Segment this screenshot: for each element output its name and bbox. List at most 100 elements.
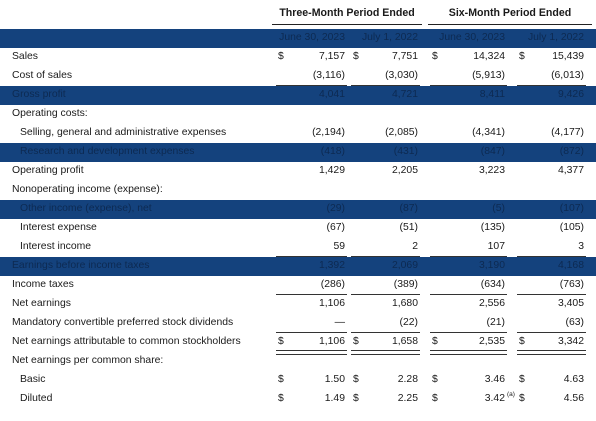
table-row: Operating profit 1,429 2,205 3,223 4,377 (0, 162, 596, 181)
value-cell: 2,535 (478, 336, 505, 347)
dollar-sign: $ (519, 51, 525, 62)
value-cell: 4.56 (563, 393, 584, 404)
table-row: Gross profit 4,041 4,721 8,411 9,426 (0, 86, 596, 105)
underline (351, 294, 420, 295)
row-label: Income taxes (12, 279, 74, 290)
table-row: Research and development expenses (418) (4… (0, 143, 596, 162)
underline (351, 256, 420, 257)
dollar-sign: $ (278, 374, 284, 385)
column-header: June 30, 2023 (279, 32, 345, 43)
value-cell: 1.50 (324, 374, 345, 385)
row-label: Operating profit (12, 165, 84, 176)
value-cell: 1,392 (318, 260, 345, 271)
table-row: Selling, general and administrative expe… (0, 124, 596, 143)
value-cell: 1,680 (391, 298, 418, 309)
value-cell: 8,411 (479, 89, 505, 100)
value-cell: 3.46 (484, 374, 505, 385)
dollar-sign: $ (432, 374, 438, 385)
value-cell: (87) (399, 203, 418, 214)
column-header: June 30, 2023 (439, 32, 505, 43)
row-label: Diluted (20, 393, 53, 404)
double-underline (351, 350, 420, 355)
value-cell: (3,030) (385, 70, 418, 81)
table-row: Diluted $1.49 $2.25 $3.42 $4.56 (a) (0, 390, 596, 409)
value-cell: 2.25 (397, 393, 418, 404)
column-header-row: June 30, 2023 July 1, 2022 June 30, 2023 Ju… (0, 29, 596, 48)
row-label: Sales (12, 51, 38, 62)
header-six-month: Six-Month Period Ended (448, 7, 572, 19)
value-cell: 4,041 (318, 89, 345, 100)
value-cell: (847) (480, 146, 505, 157)
row-label: Interest income (20, 241, 92, 252)
value-cell: 15,439 (552, 51, 584, 62)
row-label: Basic (20, 374, 46, 385)
double-underline (430, 350, 507, 355)
value-cell: 3,223 (478, 165, 505, 176)
dollar-sign: $ (519, 374, 525, 385)
double-underline (276, 350, 347, 355)
value-cell: (107) (559, 203, 584, 214)
dollar-sign: $ (353, 393, 359, 404)
table-row: Mandatory convertible preferred stock di… (0, 314, 596, 333)
header-six-month-rule (428, 24, 592, 25)
value-cell: 4.63 (563, 374, 584, 385)
table-row: Net earnings 1,106 1,680 2,556 3,405 (0, 295, 596, 314)
dollar-sign: $ (519, 393, 525, 404)
value-cell: (4,177) (551, 127, 584, 138)
row-label: Nonoperating income (expense): (12, 184, 163, 195)
row-label: Research and development expenses (20, 146, 195, 157)
dollar-sign: $ (353, 51, 359, 62)
value-cell: (634) (480, 279, 505, 290)
column-header: July 1, 2022 (527, 32, 584, 43)
dollar-sign: $ (432, 336, 438, 347)
value-cell: (286) (320, 279, 345, 290)
dollar-sign: $ (432, 51, 438, 62)
row-label: Net earnings attributable to common stoc… (12, 336, 241, 347)
value-cell: (67) (326, 222, 345, 233)
value-cell: (51) (399, 222, 418, 233)
table-row: Interest expense (67) (51) (135) (105) (0, 219, 596, 238)
value-cell: 7,751 (391, 51, 418, 62)
value-cell: (418) (320, 146, 345, 157)
value-cell: 59 (333, 241, 345, 252)
value-cell: 2.28 (397, 374, 418, 385)
value-cell: (105) (559, 222, 584, 233)
value-cell: (2,085) (385, 127, 418, 138)
value-cell: (872) (559, 146, 584, 157)
dollar-sign: $ (278, 393, 284, 404)
value-cell: 1,106 (318, 298, 345, 309)
underline (276, 294, 347, 295)
table-row: Net earnings per common share: (0, 352, 596, 371)
value-cell: — (334, 317, 345, 328)
value-cell: (763) (559, 279, 584, 290)
table-row: Other income (expense), net (29) (87) (5) (1… (0, 200, 596, 219)
value-cell: 2 (412, 241, 418, 252)
table-row: Operating costs: (0, 105, 596, 124)
row-label: Operating costs: (12, 108, 88, 119)
underline (430, 85, 507, 86)
value-cell: 1.49 (324, 393, 345, 404)
double-underline (517, 350, 586, 355)
table-row: Interest income 59 2 107 3 (0, 238, 596, 257)
underline (276, 256, 347, 257)
value-cell: 4,377 (557, 165, 584, 176)
underline (517, 332, 586, 333)
header-three-month-rule (272, 24, 422, 25)
dollar-sign: $ (278, 336, 284, 347)
value-cell: 107 (487, 241, 505, 252)
value-cell: 4,168 (557, 260, 584, 271)
table-row: Income taxes (286) (389) (634) (763) (0, 276, 596, 295)
row-label: Mandatory convertible preferred stock di… (12, 317, 234, 328)
value-cell: 14,324 (473, 51, 505, 62)
underline (430, 294, 507, 295)
value-cell: 7,157 (318, 51, 345, 62)
dollar-sign: $ (353, 336, 359, 347)
value-cell: 1,429 (318, 165, 345, 176)
row-label: Selling, general and administrative expe… (20, 127, 227, 138)
underline (351, 332, 420, 333)
value-cell: (2,194) (312, 127, 345, 138)
underline (276, 332, 347, 333)
row-label: Other income (expense), net (20, 203, 152, 214)
value-cell: (431) (393, 146, 418, 157)
value-cell: 2,205 (391, 165, 418, 176)
